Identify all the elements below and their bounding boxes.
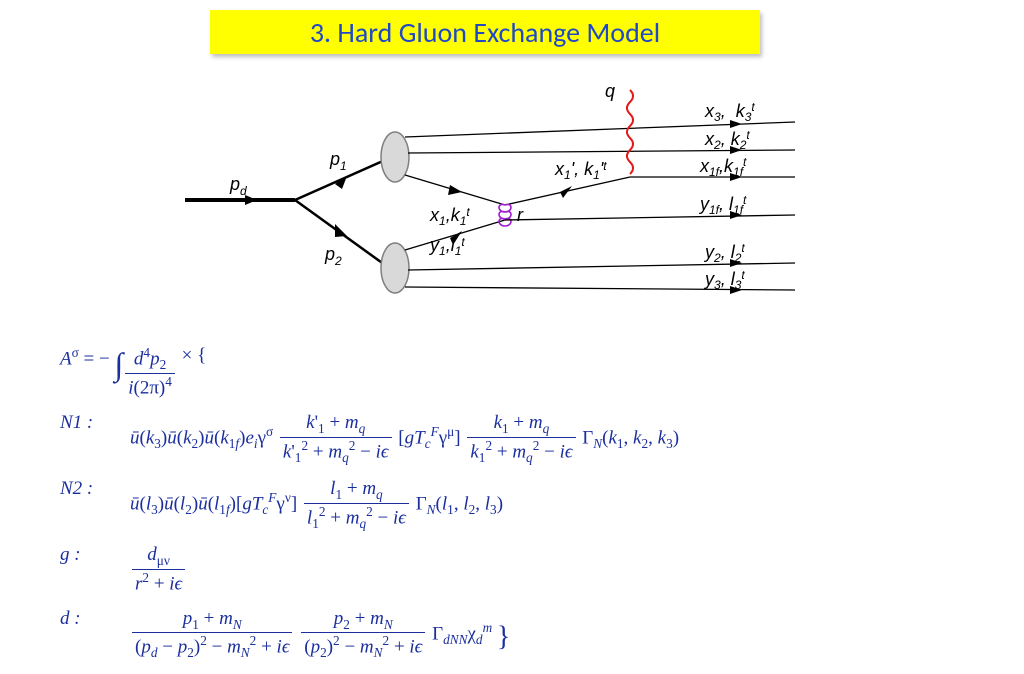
label-x3: x3, k3t (704, 100, 755, 124)
eq-N1: N1 : ū(k3)ū(k2)ū(k1f)eiγσ k'1 + mq k'12 … (60, 412, 960, 466)
eq-N2: N2 : ū(l3)ū(l2)ū(l1f)[gTcFγν] l1 + mq l1… (60, 478, 960, 532)
label-p1: p1 (329, 149, 347, 173)
label-x1f: x1f,k1ft (699, 155, 747, 179)
label-r: r (517, 205, 524, 225)
label-N1: N1 : (60, 412, 130, 435)
eq-A: Aσ = − ∫ d4p2 i(2π)4 × { (60, 345, 960, 400)
label-q: q (605, 81, 615, 101)
line-y1f (505, 215, 795, 220)
label-x2: x2, k2t (704, 128, 750, 152)
page-title: 3. Hard Gluon Exchange Model (310, 15, 660, 50)
label-x1: x1,k1t (429, 205, 470, 228)
arrow-x1p (560, 186, 572, 198)
arrow-p2 (335, 224, 347, 237)
label-pd: pd (229, 174, 247, 198)
equations-block: Aσ = − ∫ d4p2 i(2π)4 × { N1 : ū(k3)ū(k2)… (60, 345, 960, 674)
arrow-x3 (730, 120, 742, 128)
gluon-r (499, 204, 511, 226)
arrow-pd (245, 195, 257, 205)
arrow-x1a (448, 185, 462, 195)
title-bar: 3. Hard Gluon Exchange Model (210, 10, 760, 54)
label-d: d : (60, 608, 130, 631)
label-g: g : (60, 544, 130, 567)
feynman-diagram: pd p1 p2 x3, k3t x2, k2t x1,k1t x1', k1'… (175, 75, 825, 325)
label-y1f: y1f, l1ft (698, 193, 747, 217)
label-N2: N2 : (60, 478, 130, 501)
label-y3: y3, l3t (703, 268, 745, 292)
label-y2: y2, l2t (703, 241, 745, 265)
vertex-bottom (381, 243, 409, 293)
label-x1p: x1', k1't (554, 159, 607, 182)
diagram-svg: pd p1 p2 x3, k3t x2, k2t x1,k1t x1', k1'… (175, 75, 825, 325)
eq-g: g : dμν r2 + iϵ (60, 544, 960, 596)
label-p2: p2 (324, 244, 342, 268)
vertex-top (381, 132, 409, 182)
eq-d: d : p1 + mN (pd − p2)2 − mN2 + iϵ p2 + m… (60, 608, 960, 662)
photon-q (627, 90, 633, 174)
label-y1: y1,l1t (428, 235, 465, 258)
